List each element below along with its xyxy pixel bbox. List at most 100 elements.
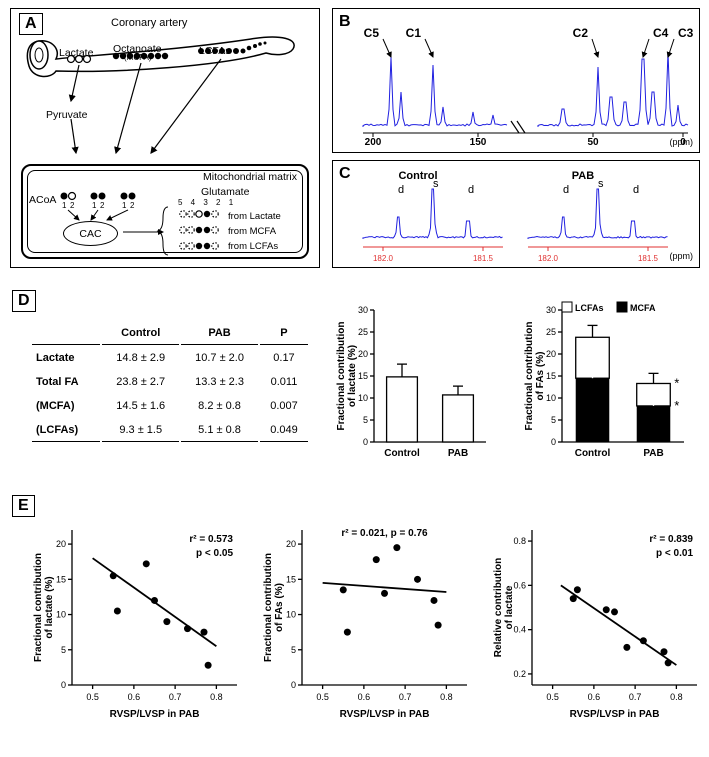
svg-text:30: 30 [546,305,556,315]
svg-text:of lactate (%): of lactate (%) [44,576,55,638]
svg-text:(ppm): (ppm) [669,137,693,147]
svg-text:20: 20 [546,349,556,359]
svg-text:0.7: 0.7 [399,692,412,702]
svg-text:Control: Control [575,448,611,459]
svg-text:Fractional contribution: Fractional contribution [524,322,535,431]
svg-text:s: s [433,178,439,190]
svg-text:5: 5 [551,415,556,425]
svg-text:20: 20 [358,349,368,359]
svg-text:MCFA: MCFA [630,303,656,313]
svg-text:(ppm): (ppm) [669,251,693,261]
svg-text:10: 10 [56,610,66,620]
svg-text:0.8: 0.8 [670,692,683,702]
bar-chart-fa: 051015202530Fractional contributionof FA… [520,300,690,470]
table-row: (LCFAs)9.3 ± 1.55.1 ± 0.80.049 [32,419,308,442]
svg-text:Fractional contribution: Fractional contribution [33,553,44,662]
svg-text:of lactate (%): of lactate (%) [347,345,358,407]
svg-text:0.8: 0.8 [210,692,223,702]
svg-text:15: 15 [56,574,66,584]
svg-text:of FAs (%): of FAs (%) [535,352,546,401]
pyruvate-label: Pyruvate [46,109,87,121]
scatter-1: 051015200.50.60.70.8Fractional contribut… [30,518,245,723]
table-header [32,322,100,345]
svg-text:r² = 0.573: r² = 0.573 [189,534,233,545]
coronary-artery-title: Coronary artery [111,17,187,29]
svg-text:LCFAs: LCFAs [575,303,604,313]
panel-d-label: D [12,290,36,312]
nmr-spectrum-zoom: Controldsd182.0181.5PABdsd182.0181.5(ppm… [333,161,701,269]
svg-text:1: 1 [92,201,97,210]
from-lcfas: from LCFAs [228,241,278,252]
svg-text:of FAs (%): of FAs (%) [274,583,285,632]
lcfas-label: LCFAs [199,45,231,57]
svg-text:5: 5 [363,415,368,425]
svg-text:182.0: 182.0 [373,254,394,263]
svg-text:RVSP/LVSP in PAB: RVSP/LVSP in PAB [570,709,660,720]
svg-text:181.5: 181.5 [638,254,659,263]
svg-text:0.2: 0.2 [513,669,526,679]
svg-text:0.6: 0.6 [513,580,526,590]
svg-text:C1: C1 [406,26,422,40]
svg-text:C2: C2 [573,26,589,40]
svg-text:0.5: 0.5 [546,692,559,702]
svg-text:0.5: 0.5 [316,692,329,702]
svg-text:0: 0 [363,437,368,447]
svg-text:p < 0.01: p < 0.01 [656,548,693,559]
cac-oval: CAC [63,221,118,246]
mcfa-paren: (MCFA) [124,53,152,62]
acoa-label: ACoA [29,194,56,206]
glutamate-label: Glutamate [201,186,249,198]
svg-text:10: 10 [546,393,556,403]
svg-text:PAB: PAB [572,170,594,182]
svg-text:Relative contribution: Relative contribution [493,558,504,657]
svg-text:PAB: PAB [448,448,468,459]
panel-e-label: E [12,495,35,517]
svg-text:of lactate: of lactate [504,585,515,629]
svg-text:5: 5 [61,645,66,655]
svg-text:20: 20 [56,539,66,549]
svg-text:0.8: 0.8 [513,536,526,546]
svg-text:25: 25 [358,327,368,337]
svg-text:Control: Control [384,448,420,459]
svg-text:182.0: 182.0 [538,254,559,263]
svg-text:d: d [563,184,569,196]
svg-text:0.8: 0.8 [440,692,453,702]
svg-text:Control: Control [398,170,437,182]
nmr-spectrum-full: 200150500(ppm)C5C1C2C4C3 [333,9,701,154]
svg-text:d: d [398,184,404,196]
svg-text:C4: C4 [653,26,669,40]
svg-text:0.6: 0.6 [128,692,141,702]
svg-text:Fractional contribution: Fractional contribution [336,322,347,431]
panel-b: B 200150500(ppm)C5C1C2C4C3 [332,8,700,153]
table-row: (MCFA)14.5 ± 1.68.2 ± 0.80.007 [32,395,308,417]
svg-text:*: * [674,375,679,390]
lactate-label: Lactate [59,47,93,59]
data-table: ControlPABP Lactate14.8 ± 2.910.7 ± 2.00… [30,320,310,444]
svg-text:s: s [598,178,604,190]
svg-text:RVSP/LVSP in PAB: RVSP/LVSP in PAB [340,709,430,720]
svg-text:0.7: 0.7 [169,692,182,702]
svg-text:PAB: PAB [643,448,663,459]
svg-text:0.6: 0.6 [588,692,601,702]
from-mcfa: from MCFA [228,226,276,237]
svg-text:r² = 0.021, p = 0.76: r² = 0.021, p = 0.76 [341,528,428,539]
panel-c: C Controldsd182.0181.5PABdsd182.0181.5(p… [332,160,700,268]
table-row: Lactate14.8 ± 2.910.7 ± 2.00.17 [32,347,308,369]
svg-text:2: 2 [70,201,75,210]
panel-a: A Coronary artery Lactate Octanoate (MCF… [10,8,320,268]
svg-text:C3: C3 [678,26,694,40]
svg-text:0: 0 [61,680,66,690]
svg-text:15: 15 [286,574,296,584]
svg-text:181.5: 181.5 [473,254,494,263]
table-header: Control [102,322,179,345]
scatter-2: 051015200.50.60.70.8Fractional contribut… [260,518,475,723]
table-header: P [260,322,308,345]
svg-text:25: 25 [546,327,556,337]
svg-text:0.4: 0.4 [513,625,526,635]
svg-text:d: d [633,184,639,196]
svg-text:C5: C5 [364,26,380,40]
panel-c-label: C [339,165,351,183]
scatter-3: 0.20.40.60.80.50.60.70.8Relative contrib… [490,518,705,723]
mito-box: Mitochondrial matrix ACoA CAC 12 12 12 G… [21,164,309,259]
svg-text:2: 2 [100,201,105,210]
